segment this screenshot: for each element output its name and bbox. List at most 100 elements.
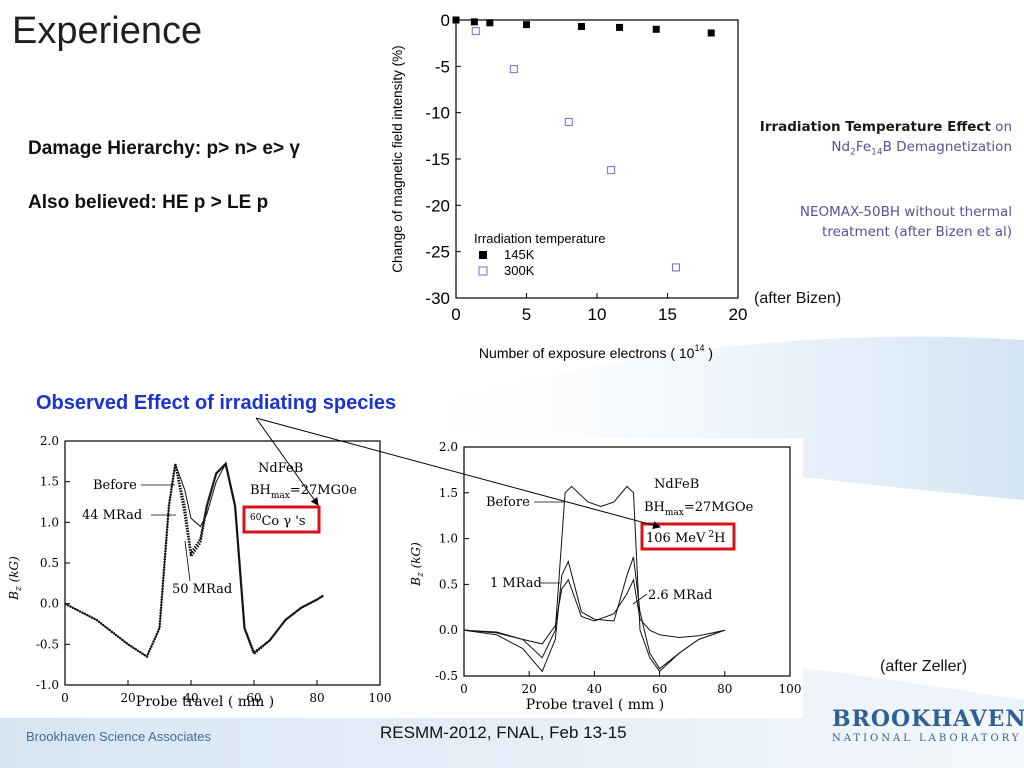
y-tick-label: 1.5 [439,486,458,500]
y-tick-label: -10 [425,104,450,123]
data-point-145k [707,29,715,37]
y-axis-title: Bz (kG) [7,556,24,601]
annotation-before: Before [93,478,137,493]
annotation-2-6mrad-leader [632,593,648,605]
x-tick-label: 100 [369,691,392,705]
x-tick-label: 40 [587,682,602,696]
y-tick-label: 2.0 [40,434,59,448]
y-tick-label: 0 [441,11,450,30]
annotation-1mrad: 1 MRad [490,576,542,591]
y-tick-label: -20 [425,196,450,215]
data-point-145k [486,19,494,27]
annotation-material: NdFeB [654,477,699,492]
y-axis-title: Change of magnetic field intensity (%) [390,45,405,272]
data-point-300k [564,117,573,126]
data-point-145k [470,18,478,26]
x-tick-label: 20 [522,682,537,696]
y-tick-label: -30 [425,289,450,308]
data-point-145k [452,16,460,24]
data-point-300k [509,65,518,74]
annotation-50mrad-leader [184,540,191,582]
side-note-bold: Irradiation Temperature Effect [759,119,991,135]
legend-label-145k: 145K [504,247,535,262]
legend-marker-300k [478,266,488,276]
series-line-2-6-mrad [463,578,725,645]
also-believed-text: Also believed: HE p > LE p [28,192,269,213]
side-note-neomax-line1: NEOMAX-50BH without thermal [799,204,1012,220]
side-note-compound: Nd2Fe14B Demagnetization [831,139,1012,158]
series-line-1-mrad [463,556,725,673]
y-tick-label: -1.0 [36,678,59,692]
brookhaven-logo-text: BROOKHAVEN [832,706,1024,732]
plot-frame [463,446,791,677]
y-tick-label: 0.0 [439,623,458,637]
x-tick-label: 60 [652,682,667,696]
y-tick-label: -0.5 [36,637,59,651]
x-tick-label: 40 [183,691,198,705]
x-tick-label: 0 [61,691,69,705]
x-tick-label: 80 [309,691,324,705]
annotation-before: Before [486,495,530,510]
x-tick-label: 15 [658,305,677,324]
annotation-source: 60Co γ 's [250,513,306,529]
y-tick-label: -15 [425,150,450,169]
observed-effect-heading: Observed Effect of irradiating species [36,392,397,414]
legend-title: Irradiation temperature [474,231,606,246]
x-tick-label: 0 [460,682,468,696]
y-tick-label: 0.5 [439,577,458,591]
series-line-50-mrad [64,461,324,659]
annotation-bh: BHmax=27MG0e [250,483,357,501]
irradiation-temperature-chart: 0 5 10 15 20 0 -5 -10 -15 -20 -25 -30 Change of mag… [390,11,748,361]
y-tick-label: -5 [435,57,450,76]
y-tick-label: 0.5 [40,556,59,570]
data-point-145k [616,23,624,31]
y-tick-label: 1.0 [439,532,458,546]
x-tick-label: 5 [522,305,531,324]
data-point-145k [523,21,530,29]
x-tick-label: 100 [779,682,802,696]
x-axis-title: Probe travel ( mm ) [136,694,274,710]
brookhaven-logo-subtext: NATIONAL LABORATORY [832,733,1022,744]
annotation-bh: BHmax=27MGOe [644,500,754,518]
x-tick-label: 60 [246,691,261,705]
footer-conference: RESMM-2012, FNAL, Feb 13-15 [380,723,627,742]
y-tick-label: 2.0 [439,440,458,454]
annotation-50mrad: 50 MRad [172,582,232,597]
x-tick-label: 20 [729,305,748,324]
after-bizen-label: (after Bizen) [754,290,842,307]
highlight-box [242,505,321,534]
x-axis-title: Number of exposure electrons ( 1014 ) [479,343,713,361]
annotation-44mrad: 44 MRad [82,508,142,523]
data-point-300k [607,166,616,175]
side-note-neomax-line2: treatment (after Bizen et al) [822,224,1012,240]
annotation-2-6mrad: 2.6 MRad [648,588,712,603]
data-point-145k [577,22,585,30]
x-tick-label: 10 [588,305,607,324]
highlight-box [640,522,736,551]
annotation-source: 106 MeV 2H [646,530,725,546]
series-line-before [463,485,725,673]
data-point-145k [652,25,660,33]
annotation-material: NdFeB [258,461,303,476]
legend-label-300k: 300K [504,263,535,278]
y-tick-label: 1.5 [40,475,59,489]
after-zeller-label: (after Zeller) [880,658,968,675]
footer-organization: Brookhaven Science Associates [26,729,211,744]
side-note-temperature-effect: Irradiation Temperature Effect on Nd2Fe1… [760,117,1012,163]
x-axis-title: Probe travel ( mm ) [526,697,664,713]
x-tick-label: 20 [120,691,135,705]
cobalt-gamma-chart: 0 20 40 60 80 100 2.0 1.5 1.0 0.5 0.0 -0.5 -1.0 Bz (… [0,428,400,718]
y-tick-label: 0.0 [40,597,59,611]
data-point-300k [471,27,480,36]
footer-bar [0,718,1024,768]
x-tick-label: 0 [451,305,460,324]
legend-marker-145k [479,251,487,259]
side-note-on: on [990,119,1012,135]
x-tick-label: 80 [717,682,732,696]
y-tick-label: -25 [425,243,450,262]
arrow-to-deuteron-box [255,417,661,530]
plot-frame [455,19,739,299]
y-tick-label: 1.0 [40,515,59,529]
